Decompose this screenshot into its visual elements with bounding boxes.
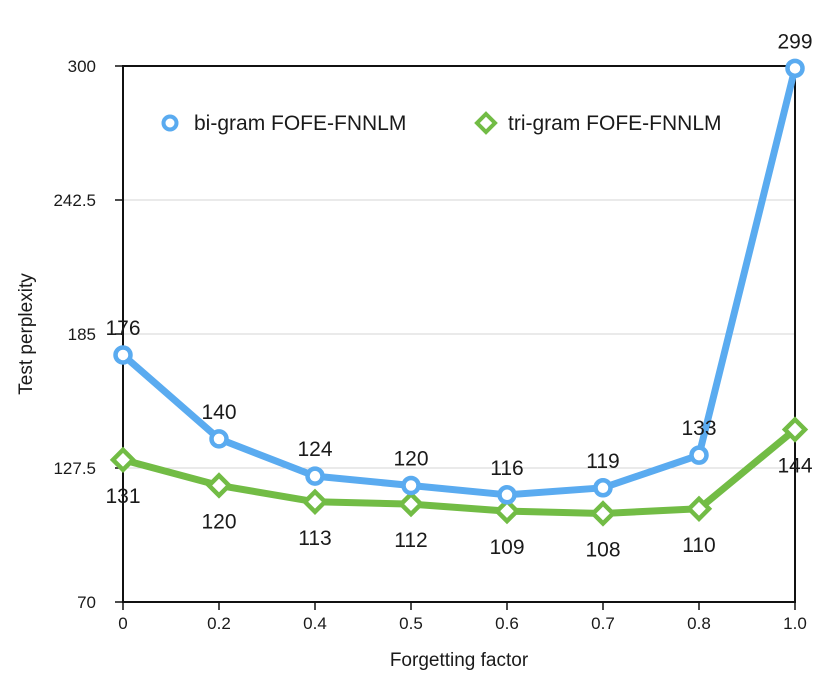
y-tick-label: 70 <box>77 593 96 612</box>
x-tick-label: 0 <box>118 614 127 633</box>
data-label-bigram: 124 <box>297 438 332 461</box>
x-tick-label: 0.2 <box>207 614 231 633</box>
x-axis-ticks: 0 0.2 0.4 0.5 0.6 0.7 0.8 1.0 <box>118 602 807 633</box>
data-point-bigram <box>497 485 517 505</box>
data-label-bigram: 133 <box>681 417 716 440</box>
grid-lines <box>123 199 795 469</box>
data-label-bigram: 176 <box>105 317 140 340</box>
series-line-trigram <box>119 426 799 517</box>
data-point-trigram <box>301 488 329 515</box>
data-point-trigram <box>685 495 713 522</box>
y-axis-title: Test perplexity <box>16 273 37 395</box>
x-tick-label: 1.0 <box>783 614 807 633</box>
data-point-bigram <box>113 345 133 365</box>
data-point-bigram <box>305 466 325 486</box>
data-label-bigram: 119 <box>586 450 619 473</box>
data-label-trigram: 120 <box>201 510 236 533</box>
data-label-trigram: 110 <box>682 534 715 557</box>
legend-label-trigram: tri-gram FOFE-FNNLM <box>508 112 722 135</box>
data-point-trigram <box>397 490 425 518</box>
data-point-bigram <box>785 58 805 79</box>
series-line-bigram <box>119 64 799 499</box>
data-label-trigram: 144 <box>777 455 812 478</box>
data-point-bigram <box>209 429 229 449</box>
data-label-trigram: 113 <box>298 527 331 550</box>
legend-marker-bigram <box>161 114 179 132</box>
x-tick-label: 0.6 <box>495 614 519 633</box>
y-tick-label: 300 <box>68 57 96 76</box>
data-label-bigram: 116 <box>490 457 523 480</box>
data-point-bigram <box>593 478 613 498</box>
legend: bi-gram FOFE-FNNLM tri-gram FOFE-FNNLM <box>161 111 722 135</box>
data-point-trigram <box>493 497 521 525</box>
data-labels: 176 140 124 120 116 119 133 299 131 120 113 112 109 1… <box>105 30 812 561</box>
data-label-trigram: 131 <box>105 485 140 508</box>
x-tick-label: 0.5 <box>399 614 423 633</box>
y-axis-ticks: 70 127.5 185 242.5 300 <box>53 57 123 612</box>
data-point-bigram <box>401 475 421 496</box>
data-point-trigram <box>589 500 617 527</box>
y-tick-label: 127.5 <box>53 459 96 478</box>
data-label-trigram: 112 <box>394 529 427 552</box>
data-point-trigram <box>781 416 809 443</box>
x-tick-label: 0.8 <box>687 614 711 633</box>
x-tick-label: 0.7 <box>591 614 615 633</box>
data-label-trigram: 109 <box>489 536 524 559</box>
x-tick-label: 0.4 <box>303 614 327 633</box>
data-label-bigram: 299 <box>777 30 812 53</box>
data-label-trigram: 108 <box>585 538 620 561</box>
y-tick-label: 242.5 <box>53 191 96 210</box>
legend-marker-trigram <box>474 111 498 135</box>
data-point-trigram <box>205 472 233 499</box>
data-label-bigram: 140 <box>201 401 236 424</box>
data-point-bigram <box>689 445 709 465</box>
data-point-trigram <box>109 446 137 474</box>
y-tick-label: 185 <box>68 325 96 344</box>
data-label-bigram: 120 <box>393 447 428 470</box>
x-axis-title: Forgetting factor <box>390 650 529 671</box>
legend-label-bigram: bi-gram FOFE-FNNLM <box>194 112 406 135</box>
series-layer <box>109 58 809 527</box>
